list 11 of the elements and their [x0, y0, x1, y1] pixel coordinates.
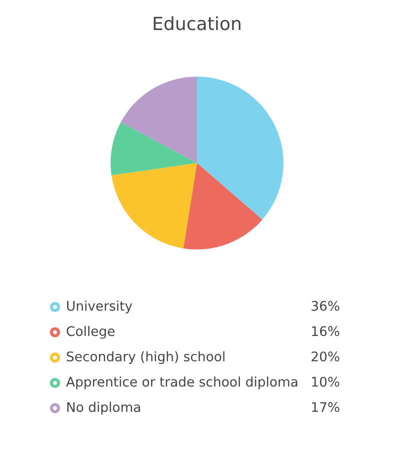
legend-label: University	[67, 300, 132, 314]
legend-label: No diploma	[67, 402, 140, 415]
legend-label: Secondary (high) school	[66, 351, 224, 364]
data-label: 16%	[312, 326, 340, 336]
data-label: 36%	[312, 300, 340, 311]
legend-label: College	[66, 326, 115, 339]
data-label: 10%	[312, 376, 340, 387]
legend-label: Apprentice or trade school diploma	[66, 376, 298, 390]
chart-title: Education	[154, 16, 240, 30]
data-label: 17%	[312, 402, 340, 412]
data-label: 20%	[312, 351, 340, 362]
